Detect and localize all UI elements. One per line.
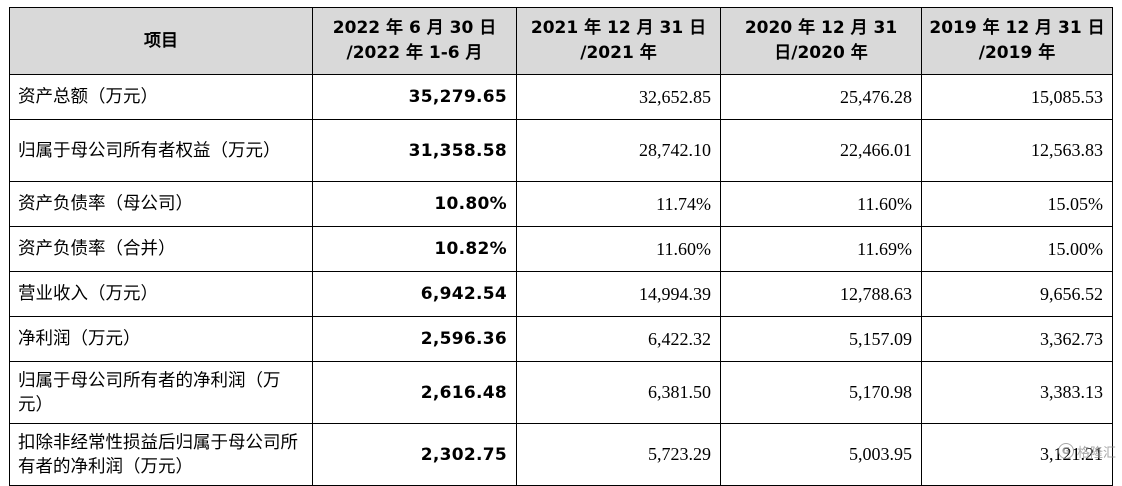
- cell-value: 5,723.29: [516, 423, 721, 486]
- cell-value: 5,003.95: [720, 423, 922, 486]
- cell-value: 15.00%: [921, 226, 1113, 272]
- cell-value: 5,157.09: [720, 316, 922, 362]
- row-label: 资产负债率（合并）: [9, 226, 313, 272]
- cell-value: 6,381.50: [516, 361, 721, 424]
- watermark-logo-icon: G: [1057, 443, 1074, 459]
- cell-value: 2,616.48: [312, 361, 517, 424]
- cell-value: 2,596.36: [312, 316, 517, 362]
- cell-value: 11.60%: [516, 226, 721, 272]
- table-row-parent-equity: 归属于母公司所有者权益（万元） 31,358.58 28,742.10 22,4…: [9, 119, 1113, 182]
- cell-value: 9,656.52: [921, 271, 1113, 317]
- row-label: 净利润（万元）: [9, 316, 313, 362]
- table-row-parent-net-profit: 归属于母公司所有者的净利润（万元） 2,616.48 6,381.50 5,17…: [9, 361, 1113, 424]
- cell-value: 6,422.32: [516, 316, 721, 362]
- cell-value: 15,085.53: [921, 74, 1113, 120]
- cell-value: 31,358.58: [312, 119, 517, 182]
- watermark-text: 格隆汇: [1076, 445, 1116, 461]
- cell-value: 12,563.83: [921, 119, 1113, 182]
- header-2022h1: 2022 年 6 月 30 日 /2022 年 1-6 月: [312, 7, 517, 75]
- cell-value: 25,476.28: [720, 74, 922, 120]
- header-2021: 2021 年 12 月 31 日 /2021 年: [516, 7, 721, 75]
- table-header-row: 项目 2022 年 6 月 30 日 /2022 年 1-6 月 2021 年 …: [9, 7, 1113, 75]
- cell-value: 11.69%: [720, 226, 922, 272]
- row-label: 资产负债率（母公司）: [9, 181, 313, 227]
- table-row-total-assets: 资产总额（万元） 35,279.65 32,652.85 25,476.28 1…: [9, 74, 1113, 120]
- header-2019: 2019 年 12 月 31 日 /2019 年: [921, 7, 1113, 75]
- row-label: 归属于母公司所有者的净利润（万元）: [9, 361, 313, 424]
- row-label: 扣除非经常性损益后归属于母公司所有者的净利润（万元）: [9, 423, 313, 486]
- cell-value: 32,652.85: [516, 74, 721, 120]
- table-row-net-profit: 净利润（万元） 2,596.36 6,422.32 5,157.09 3,362…: [9, 316, 1113, 362]
- cell-value: 15.05%: [921, 181, 1113, 227]
- cell-value: 6,942.54: [312, 271, 517, 317]
- financial-summary-table: 项目 2022 年 6 月 30 日 /2022 年 1-6 月 2021 年 …: [9, 7, 1113, 486]
- table-row-revenue: 营业收入（万元） 6,942.54 14,994.39 12,788.63 9,…: [9, 271, 1113, 317]
- cell-value: 22,466.01: [720, 119, 922, 182]
- table-row-debt-ratio-consolidated: 资产负债率（合并） 10.82% 11.60% 11.69% 15.00%: [9, 226, 1113, 272]
- cell-value: 12,788.63: [720, 271, 922, 317]
- cell-value: 28,742.10: [516, 119, 721, 182]
- row-label: 归属于母公司所有者权益（万元）: [9, 119, 313, 182]
- cell-value: 3,383.13: [921, 361, 1113, 424]
- table-row-debt-ratio-parent: 资产负债率（母公司） 10.80% 11.74% 11.60% 15.05%: [9, 181, 1113, 227]
- cell-value: 11.60%: [720, 181, 922, 227]
- cell-value: 2,302.75: [312, 423, 517, 486]
- cell-value: 10.80%: [312, 181, 517, 227]
- header-2020: 2020 年 12 月 31 日/2020 年: [720, 7, 922, 75]
- cell-value: 35,279.65: [312, 74, 517, 120]
- table-row-deducted-net-profit: 扣除非经常性损益后归属于母公司所有者的净利润（万元） 2,302.75 5,72…: [9, 423, 1113, 486]
- row-label: 营业收入（万元）: [9, 271, 313, 317]
- watermark: G 格隆汇: [1057, 440, 1116, 462]
- cell-value: 5,170.98: [720, 361, 922, 424]
- row-label: 资产总额（万元）: [9, 74, 313, 120]
- cell-value: 10.82%: [312, 226, 517, 272]
- cell-value: 14,994.39: [516, 271, 721, 317]
- cell-value: 11.74%: [516, 181, 721, 227]
- cell-value: 3,362.73: [921, 316, 1113, 362]
- header-item: 项目: [9, 7, 313, 75]
